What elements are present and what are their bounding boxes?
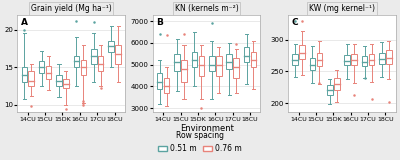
- Bar: [28, 71, 34, 86]
- Title: KN (kernels m⁻²): KN (kernels m⁻²): [175, 4, 238, 13]
- Text: C: C: [291, 18, 298, 27]
- Bar: [310, 58, 315, 70]
- Bar: [74, 56, 79, 67]
- Bar: [198, 56, 204, 76]
- X-axis label: Environment: Environment: [180, 124, 234, 133]
- Bar: [292, 54, 298, 65]
- Bar: [369, 54, 374, 65]
- Bar: [209, 56, 214, 71]
- Bar: [344, 55, 350, 65]
- Text: B: B: [156, 18, 163, 27]
- Bar: [39, 61, 44, 73]
- Legend: 0.51 m, 0.76 m: 0.51 m, 0.76 m: [155, 128, 245, 156]
- Title: Grain yield (Mg ha⁻¹): Grain yield (Mg ha⁻¹): [31, 4, 112, 13]
- Bar: [233, 58, 239, 78]
- Title: KW (mg kernel⁻¹): KW (mg kernel⁻¹): [309, 4, 375, 13]
- Bar: [379, 52, 385, 64]
- Bar: [216, 56, 222, 76]
- Text: A: A: [20, 18, 28, 27]
- Bar: [46, 66, 51, 79]
- Bar: [108, 41, 114, 52]
- Bar: [181, 60, 187, 82]
- Bar: [386, 50, 392, 64]
- Bar: [98, 56, 104, 71]
- Bar: [351, 54, 357, 65]
- Bar: [80, 60, 86, 75]
- Bar: [174, 54, 180, 71]
- Bar: [226, 54, 232, 69]
- Bar: [327, 85, 333, 96]
- Bar: [251, 52, 256, 67]
- Bar: [56, 75, 62, 86]
- Bar: [362, 56, 367, 66]
- Bar: [63, 79, 69, 88]
- Bar: [164, 78, 170, 93]
- Bar: [299, 45, 305, 59]
- Bar: [192, 52, 197, 67]
- Bar: [115, 45, 121, 64]
- Bar: [157, 73, 162, 89]
- Bar: [317, 52, 322, 66]
- Bar: [334, 78, 340, 90]
- Bar: [91, 48, 96, 64]
- Bar: [22, 67, 27, 82]
- Bar: [244, 47, 249, 62]
